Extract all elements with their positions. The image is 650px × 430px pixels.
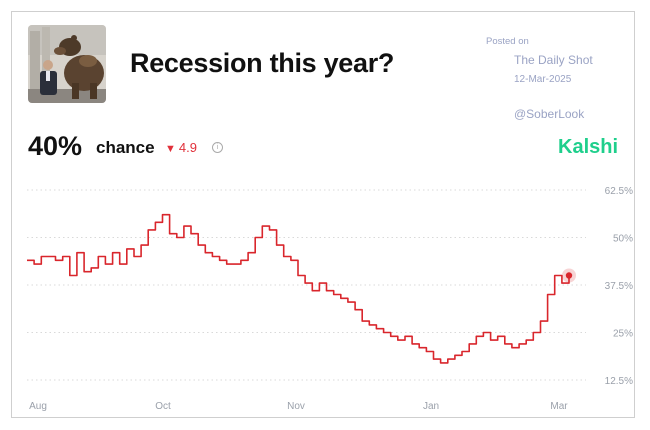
change-indicator: ▼ 4.9 bbox=[165, 140, 197, 155]
x-tick-label: Mar bbox=[550, 401, 568, 412]
info-icon[interactable]: i bbox=[212, 142, 223, 153]
x-tick-label: Jan bbox=[423, 401, 439, 412]
last-point-marker[interactable] bbox=[565, 272, 573, 279]
brand-logo: Kalshi bbox=[558, 136, 619, 158]
author-handle: @SoberLook bbox=[514, 107, 585, 121]
probability-value: 40% bbox=[28, 131, 83, 161]
posted-date: 12-Mar-2025 bbox=[514, 74, 572, 85]
change-value: 4.9 bbox=[178, 140, 197, 155]
x-tick-label: Oct bbox=[155, 401, 171, 412]
source-name: The Daily Shot bbox=[514, 53, 593, 67]
x-tick-label: Aug bbox=[29, 401, 47, 412]
chance-label: chance bbox=[96, 138, 155, 157]
y-tick-label: 50% bbox=[613, 234, 633, 245]
bear-statue-photo bbox=[28, 25, 106, 103]
down-arrow-icon: ▼ bbox=[165, 143, 176, 155]
y-tick-label: 12.5% bbox=[605, 376, 633, 387]
series-line bbox=[27, 213, 570, 364]
y-tick-label: 37.5% bbox=[605, 281, 633, 292]
chart-title: Recession this year? bbox=[130, 48, 395, 78]
posted-label: Posted on bbox=[486, 36, 529, 47]
y-tick-label: 25% bbox=[613, 329, 633, 340]
x-tick-label: Nov bbox=[287, 401, 305, 412]
y-tick-label: 62.5% bbox=[605, 186, 633, 197]
chart-card: Recession this year? Posted on The Daily… bbox=[11, 11, 635, 418]
